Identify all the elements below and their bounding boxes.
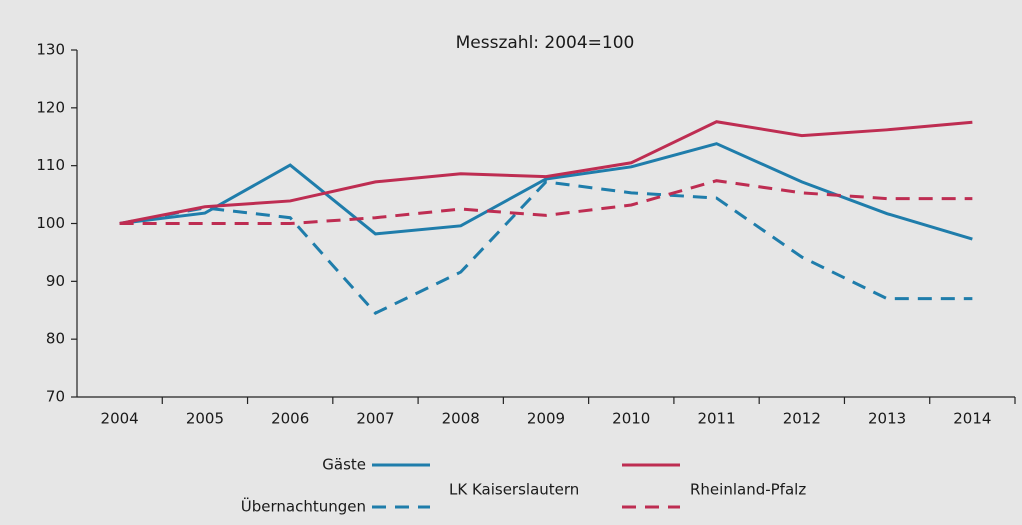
y-tick-label: 70 [46,388,65,406]
x-tick-label: 2011 [697,410,735,428]
x-tick-label: 2005 [186,410,224,428]
x-tick-label: 2014 [953,410,991,428]
y-tick-label: 100 [36,214,65,232]
x-tick-label: 2008 [442,410,480,428]
x-tick-label: 2013 [868,410,906,428]
series-line [119,120,973,225]
x-tick-label: 2004 [101,410,139,428]
x-tick-label: 2010 [612,410,650,428]
chart-title: Messzahl: 2004=100 [456,33,635,53]
legend-measure: Gäste [322,456,366,474]
series-line [119,179,973,225]
x-tick-label: 2009 [527,410,565,428]
legend-measure: Übernachtungen [241,497,366,516]
legend-series: Rheinland-Pfalz [690,481,806,499]
x-tick-label: 2007 [356,410,394,428]
y-tick-label: 90 [46,272,65,290]
legend-series: LK Kaiserslautern [449,481,579,499]
series-line [119,142,973,241]
y-tick-label: 80 [46,330,65,348]
y-tick-label: 120 [36,98,65,116]
x-tick-label: 2012 [783,410,821,428]
y-tick-label: 110 [36,156,65,174]
x-tick-label: 2006 [271,410,309,428]
y-tick-label: 130 [36,41,65,59]
series-line [119,180,973,315]
